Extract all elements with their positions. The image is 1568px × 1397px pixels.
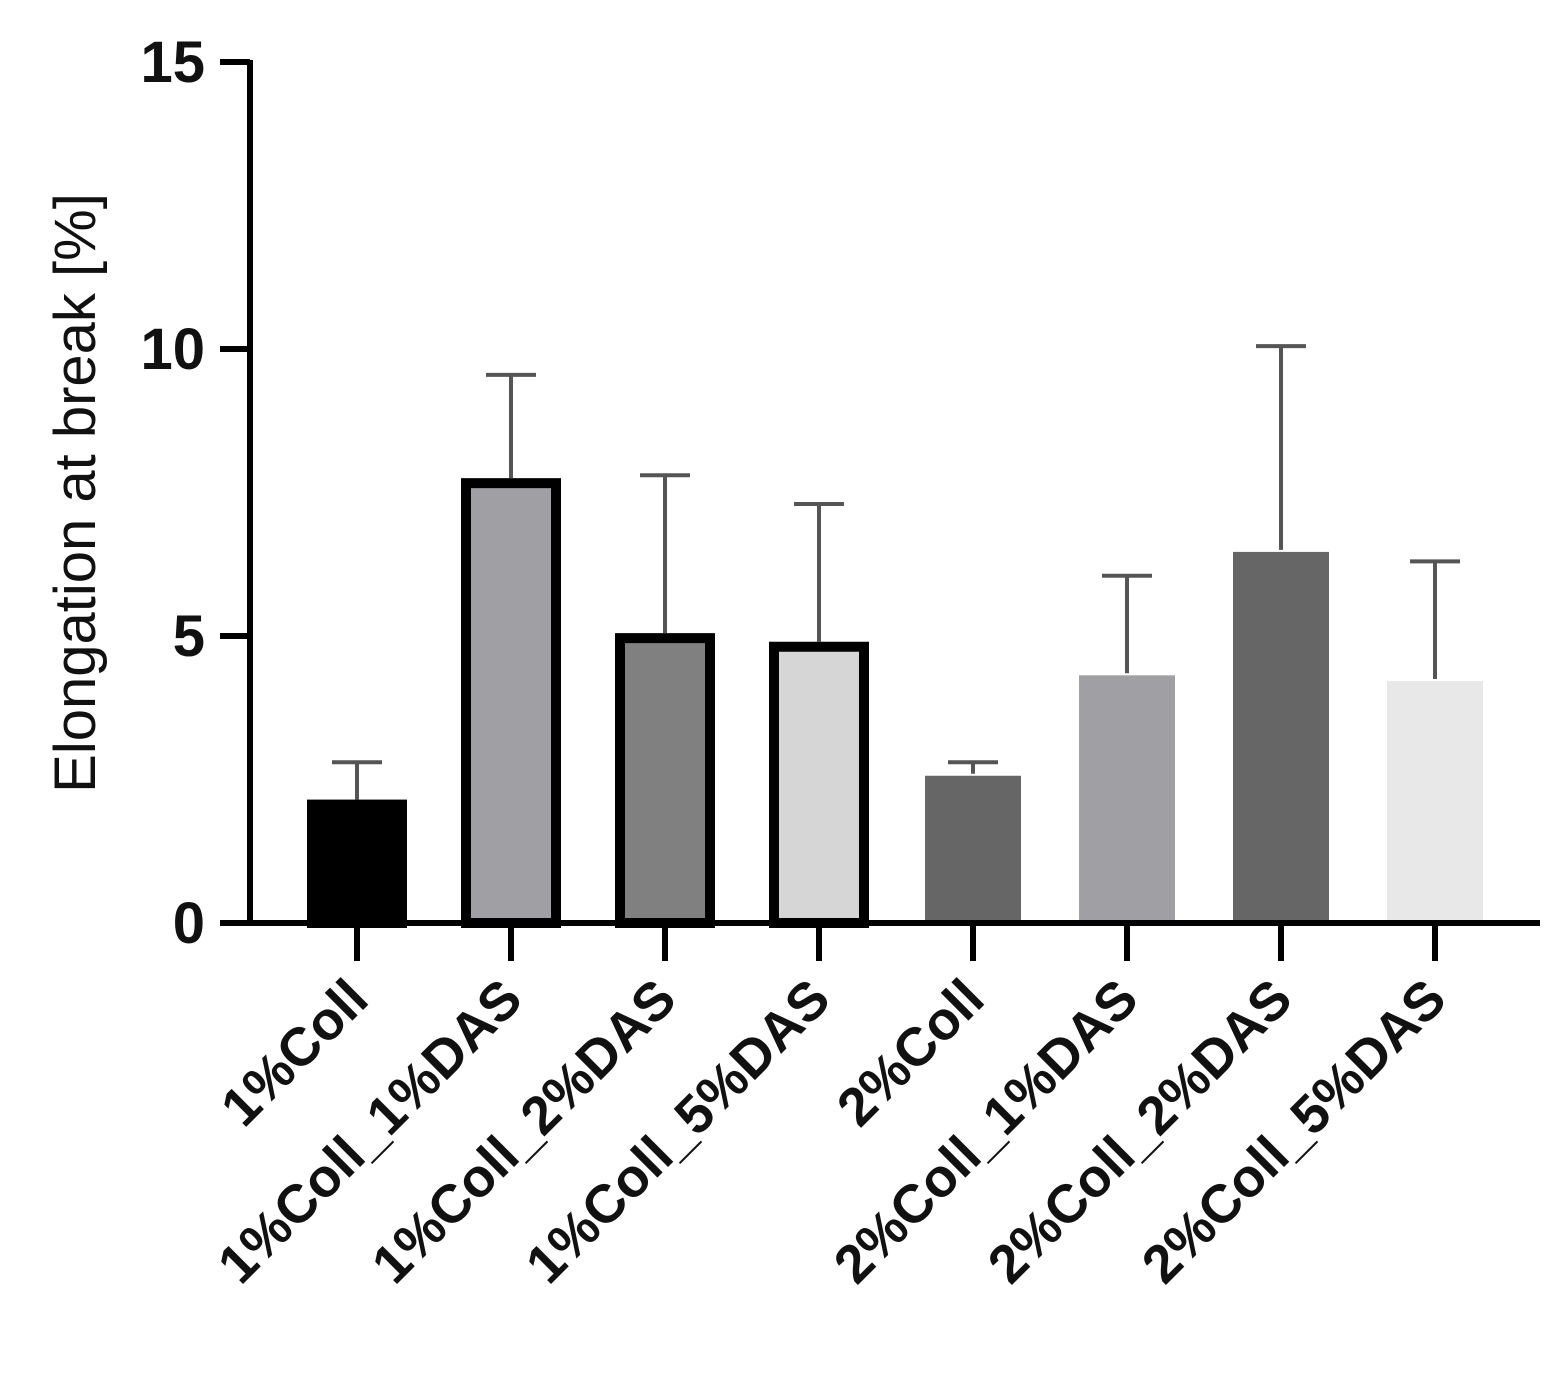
bar-8: [1385, 679, 1485, 924]
y-tick-label-5: 5: [173, 604, 205, 669]
axes-layer: [247, 60, 1540, 926]
bar-1: [307, 799, 407, 929]
bar-5: [923, 773, 1023, 925]
y-tick-label-10: 10: [140, 317, 205, 382]
bars-layer: [307, 478, 1485, 929]
y-tick-label-15: 15: [140, 30, 205, 95]
bar-6: [1077, 673, 1177, 924]
bar-3: [615, 633, 715, 928]
bar-7: [1231, 549, 1331, 925]
y-tick-label-0: 0: [173, 891, 205, 956]
bar-4: [769, 641, 869, 928]
y-axis-title: Elongation at break [%]: [43, 193, 108, 793]
ticks-layer: [220, 59, 1438, 961]
bar-2: [461, 478, 561, 928]
error-bars-layer: [332, 344, 1460, 800]
